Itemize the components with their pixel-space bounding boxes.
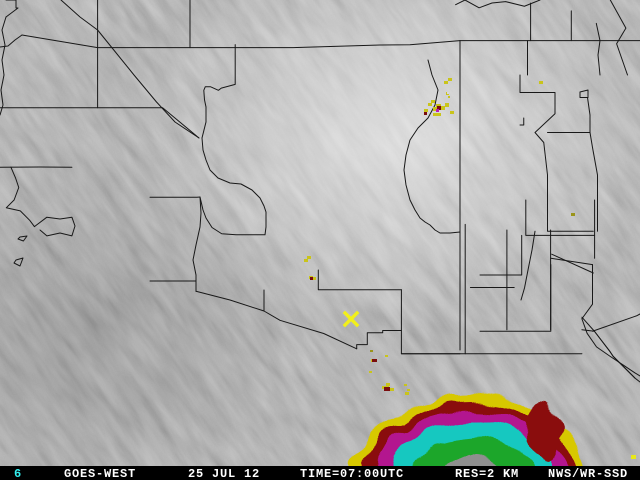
- svg-text:TIME=07:00UTC: TIME=07:00UTC: [300, 467, 404, 480]
- svg-text:25 JUL 12: 25 JUL 12: [188, 467, 260, 480]
- svg-text:NWS/WR-SSD: NWS/WR-SSD: [548, 467, 628, 480]
- svg-text:6: 6: [14, 467, 21, 480]
- svg-text:GOES-WEST: GOES-WEST: [64, 467, 136, 480]
- svg-text:RES=2 KM: RES=2 KM: [455, 467, 519, 480]
